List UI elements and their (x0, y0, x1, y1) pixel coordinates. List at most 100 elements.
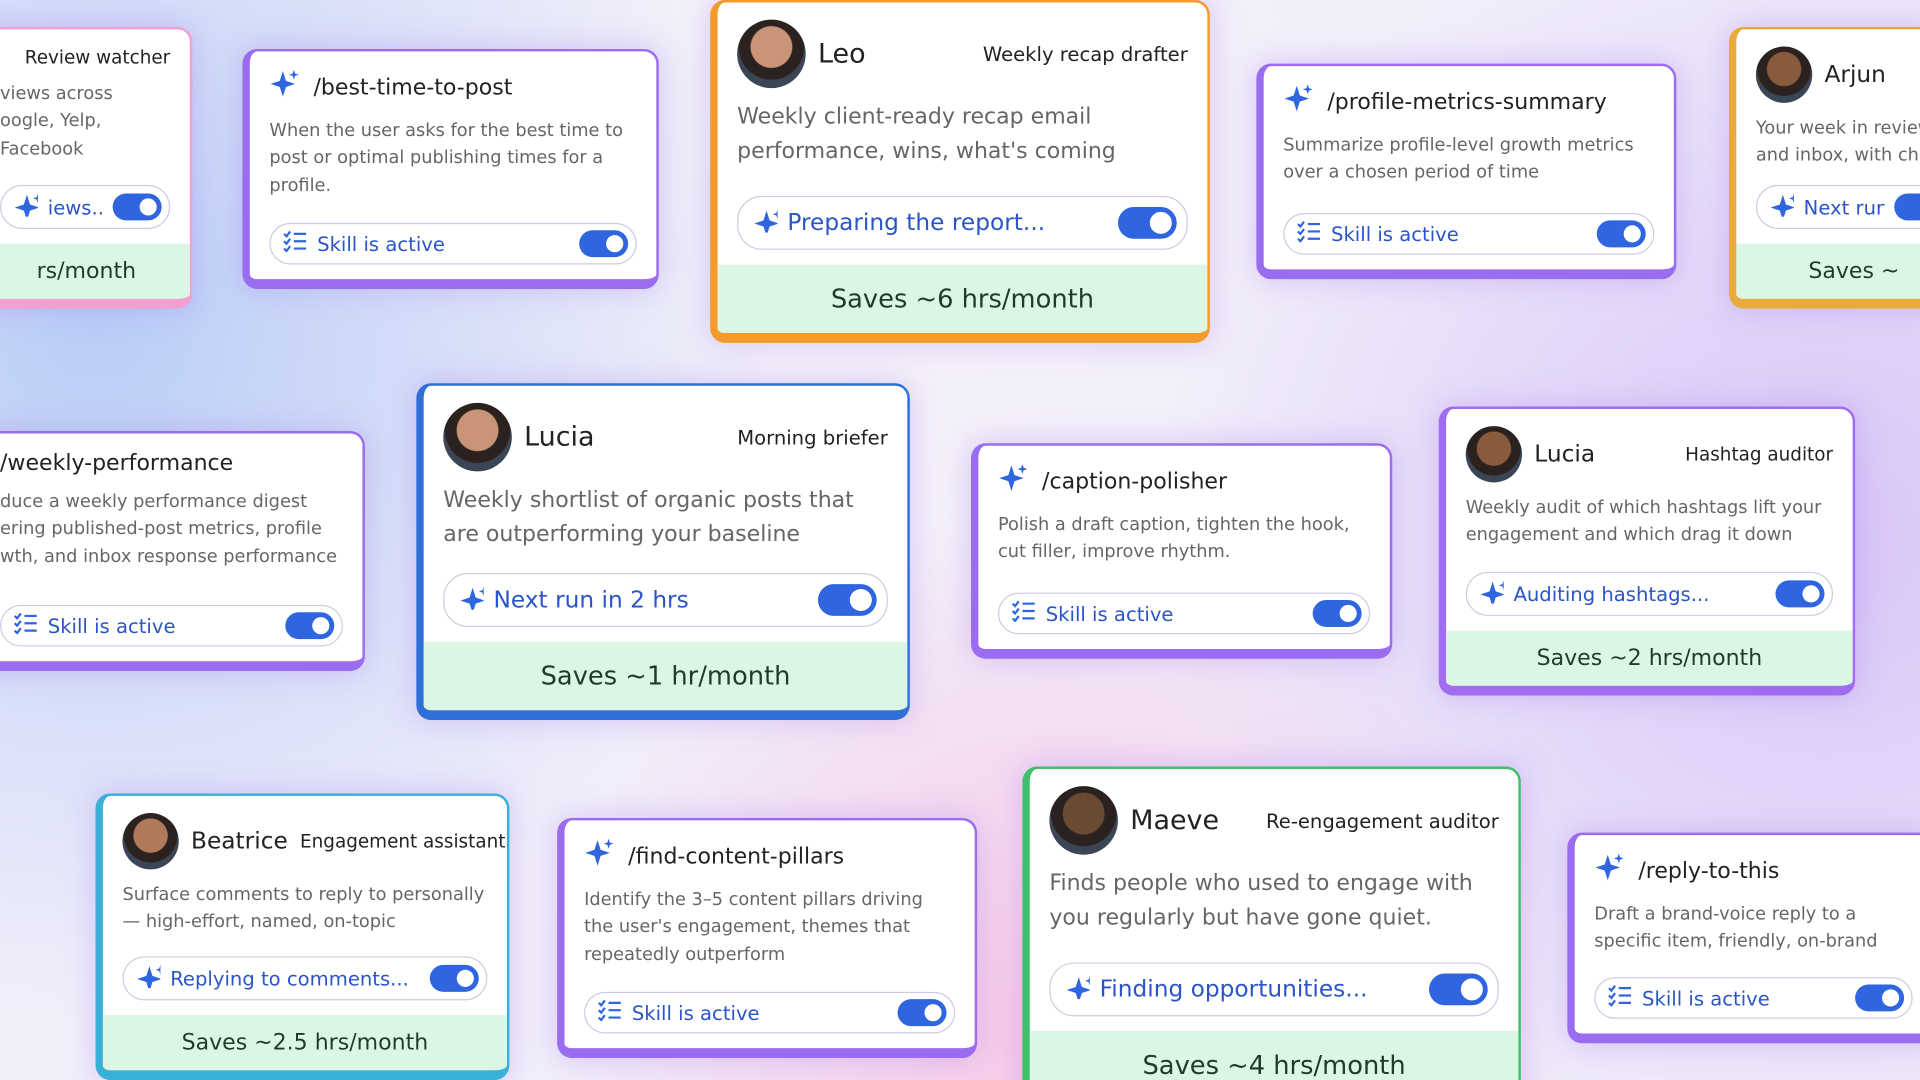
card-body: Lucia Hashtag auditor Weekly audit of whic… (1446, 409, 1853, 631)
sparkle-icon (1283, 83, 1315, 120)
avatar (1465, 426, 1523, 483)
list-icon (1011, 600, 1035, 627)
description: Weekly client-ready recap email performa… (737, 104, 1116, 164)
toggle-switch[interactable] (1428, 973, 1488, 1006)
list-icon (1297, 220, 1321, 247)
status-text: Replying to comments... (170, 966, 409, 990)
card-body: /weekly-performance duce a weekly perform… (0, 433, 362, 661)
status-pill: Replying to comments... (122, 956, 488, 1001)
avatar (1049, 786, 1118, 855)
status-pill: Auditing hashtags... (1465, 571, 1834, 616)
list-icon (1608, 984, 1632, 1011)
toggle-switch[interactable] (1894, 193, 1920, 221)
skill-command: /caption-polisher (1042, 468, 1228, 495)
list-icon (597, 999, 622, 1026)
sparkle-icon (136, 964, 166, 993)
agent-role: Engagement assistant (300, 830, 506, 853)
status-pill: Skill is active (584, 991, 956, 1034)
card-header: /caption-polisher (998, 463, 1370, 500)
status-pill: Skill is active (0, 604, 343, 647)
skill-card: /weekly-performance duce a weekly perform… (0, 431, 365, 672)
card-header: /find-content-pillars (584, 838, 955, 875)
agent-card: Review watcher views across oogle, Yelp, … (0, 26, 193, 309)
description: views across oogle, Yelp, Facebook (0, 84, 113, 160)
status-pill: Next run tomo (1755, 184, 1920, 229)
card-header: Leo Weekly recap drafter (737, 19, 1188, 89)
sparkle-icon (753, 208, 783, 239)
toggle-switch[interactable] (1775, 580, 1825, 608)
status-text: Skill is active (1642, 986, 1770, 1010)
description: Your week in review and inbox, with char (1755, 118, 1920, 166)
savings-footer: Saves ~ (1736, 243, 1920, 299)
status-text: Skill is active (317, 232, 445, 256)
toggle-switch[interactable] (1855, 984, 1905, 1012)
card-body: Leo Weekly recap drafter Weekly client-rea… (718, 2, 1208, 264)
agent-card: Beatrice Engagement assistant Surface comm… (95, 793, 510, 1080)
agent-role: Morning briefer (737, 425, 888, 449)
list-icon (13, 612, 37, 639)
toggle-switch[interactable] (579, 230, 629, 258)
card-body: /profile-metrics-summary Summarize profil… (1264, 66, 1674, 269)
savings-footer: Saves ~4 hrs/month (1029, 1031, 1519, 1080)
agent-name: Lucia (524, 421, 595, 453)
sparkle-icon (1594, 852, 1626, 889)
agent-card: Maeve Re-engagement auditor Finds people w… (1022, 766, 1521, 1080)
status-text: Auditing hashtags... (1513, 582, 1710, 606)
status-pill: Skill is active (1594, 977, 1913, 1019)
agent-card: Lucia Hashtag auditor Weekly audit of whic… (1438, 406, 1856, 696)
card-body: Beatrice Engagement assistant Surface comm… (103, 796, 507, 1015)
card-header: /best-time-to-post (269, 69, 636, 106)
skill-command: /weekly-performance (0, 450, 234, 477)
agent-name: Maeve (1130, 805, 1220, 836)
savings-footer: rs/month (0, 243, 190, 299)
status-pill: Next run in 2 hrs (443, 573, 888, 627)
skill-card: /find-content-pillars Identify the 3–5 co… (557, 817, 978, 1058)
agent-role: Re-engagement auditor (1266, 808, 1499, 833)
toggle-switch[interactable] (1312, 600, 1362, 627)
skill-command: /reply-to-this (1638, 857, 1780, 884)
description: Surface comments to reply to personally … (122, 885, 485, 933)
savings-footer: Saves ~2.5 hrs/month (102, 1015, 507, 1071)
card-body: /reply-to-this Draft a brand-voice reply … (1575, 835, 1920, 1033)
agent-card: Leo Weekly recap drafter Weekly client-rea… (710, 0, 1210, 343)
status-text: Skill is active (1331, 222, 1459, 246)
skill-command: /find-content-pillars (628, 843, 845, 869)
toggle-switch[interactable] (1117, 206, 1177, 239)
agent-role: Review watcher (24, 46, 171, 69)
avatar (122, 813, 179, 870)
card-header: Lucia Hashtag auditor (1465, 426, 1834, 483)
status-text: iews... (47, 195, 103, 219)
toggle-switch[interactable] (1596, 220, 1646, 248)
sparkle-icon (584, 838, 616, 875)
agent-card: Lucia Morning briefer Weekly shortlist of … (416, 383, 910, 720)
list-icon (283, 230, 307, 257)
description: Finds people who used to engage with you… (1049, 870, 1473, 931)
toggle-switch[interactable] (817, 584, 877, 616)
description: Draft a brand-voice reply to a specific … (1594, 904, 1878, 953)
sparkle-icon (1479, 579, 1509, 608)
toggle-switch[interactable] (285, 612, 335, 640)
toggle-switch[interactable] (429, 964, 479, 992)
status-text: Skill is active (47, 614, 176, 638)
card-body: Lucia Morning briefer Weekly shortlist of … (424, 386, 908, 642)
skill-card: /best-time-to-post When the user asks for… (242, 48, 659, 289)
description: When the user asks for the best time to … (269, 121, 623, 196)
sparkle-icon (13, 192, 43, 221)
description: Identify the 3–5 content pillars driving… (584, 890, 923, 965)
status-pill: Finding opportunities... (1049, 962, 1499, 1017)
status-pill: Skill is active (997, 592, 1371, 635)
agent-name: Leo (817, 38, 866, 70)
savings-footer: Saves ~1 hr/month (423, 641, 908, 711)
status-text: Skill is active (1045, 601, 1174, 626)
description: Weekly shortlist of organic posts that a… (443, 487, 854, 548)
description: Polish a draft caption, tighten the hook… (997, 515, 1350, 563)
status-text: Finding opportunities... (1099, 975, 1368, 1003)
toggle-switch[interactable] (112, 193, 162, 221)
toggle-switch[interactable] (897, 999, 947, 1027)
card-header: /profile-metrics-summary (1283, 83, 1654, 120)
agent-role: Hashtag auditor (1685, 443, 1834, 466)
card-body: /find-content-pillars Identify the 3–5 co… (564, 820, 974, 1048)
avatar (443, 402, 512, 472)
